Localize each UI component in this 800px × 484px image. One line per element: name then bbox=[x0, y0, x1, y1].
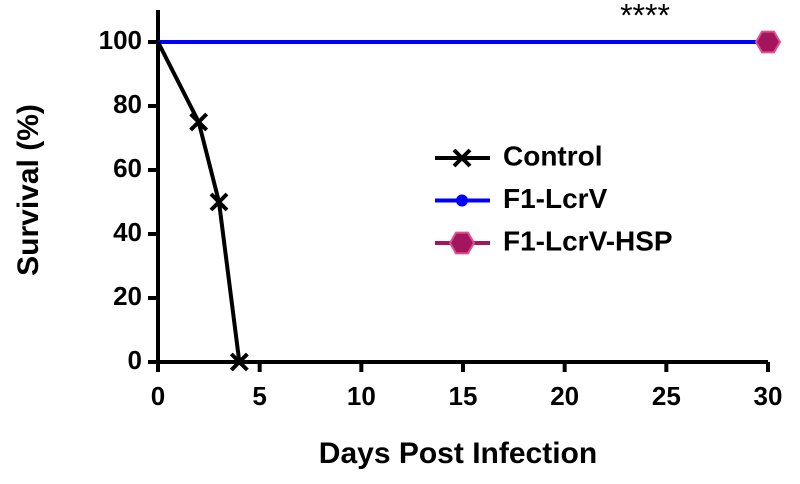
y-tick-label: 100 bbox=[99, 25, 142, 55]
y-tick-label: 80 bbox=[113, 89, 142, 119]
x-tick-label: 30 bbox=[754, 381, 783, 411]
x-tick-label: 25 bbox=[652, 381, 681, 411]
data-point bbox=[754, 30, 782, 54]
x-tick-label: 10 bbox=[347, 381, 376, 411]
y-axis-title: Survival (%) bbox=[12, 104, 45, 276]
x-tick-label: 15 bbox=[449, 381, 478, 411]
x-axis-title: Days Post Infection bbox=[319, 437, 597, 470]
data-point bbox=[229, 352, 249, 372]
legend-label: F1-LcrV bbox=[503, 183, 608, 214]
significance-annotation: **** bbox=[620, 0, 670, 33]
legend-swatch-marker bbox=[456, 194, 468, 207]
legend-label: F1-LcrV-HSP bbox=[503, 225, 673, 256]
x-tick-label: 20 bbox=[550, 381, 579, 411]
data-point bbox=[209, 192, 229, 212]
legend-swatch-marker bbox=[448, 231, 476, 255]
data-point bbox=[189, 112, 209, 132]
y-tick-label: 0 bbox=[128, 345, 142, 375]
legend-label: Control bbox=[503, 140, 603, 171]
x-tick-label: 5 bbox=[252, 381, 266, 411]
x-tick-label: 0 bbox=[151, 381, 165, 411]
y-tick-label: 40 bbox=[113, 217, 142, 247]
y-tick-label: 60 bbox=[113, 153, 142, 183]
y-tick-label: 20 bbox=[113, 281, 142, 311]
legend-swatch-marker bbox=[452, 148, 472, 168]
series-line bbox=[156, 41, 242, 363]
